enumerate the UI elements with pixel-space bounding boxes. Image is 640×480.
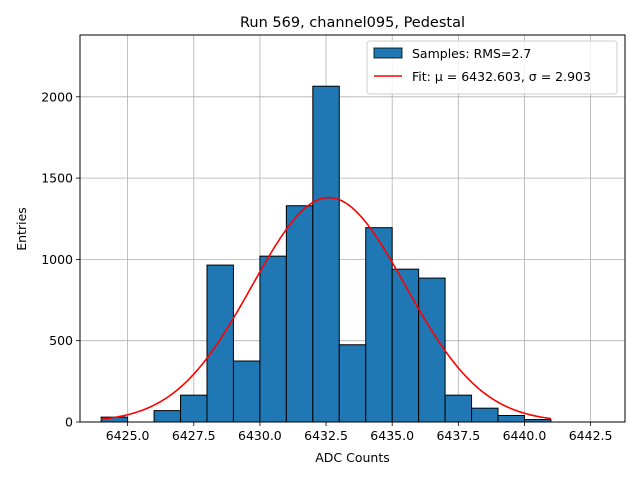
legend-entry-samples: Samples: RMS=2.7 [412,46,531,61]
histogram-bar [206,264,234,423]
x-tick-label: 6435.0 [370,428,414,443]
histogram-bar [391,268,420,423]
y-tick-label: 500 [49,333,73,348]
histogram-bar [153,410,182,423]
histogram-bar [232,360,261,423]
x-axis-ticks: 6425.0 6427.5 6430.0 6432.5 6435.0 6437.5 6440… [106,422,613,443]
x-tick-label: 6432.5 [304,428,348,443]
histogram-bar [259,255,287,423]
x-tick-label: 6425.0 [106,428,150,443]
y-tick-label: 1500 [41,171,73,186]
histogram-bar [338,344,367,423]
y-axis-ticks: 0 500 1000 1500 2000 [41,89,80,430]
legend-bar-swatch [373,47,403,59]
x-tick-label: 6430.0 [238,428,282,443]
x-tick-label: 6442.5 [569,428,613,443]
chart-title: Run 569, channel095, Pedestal [240,15,465,31]
histogram-bar [471,407,499,423]
legend: Samples: RMS=2.7 Fit: μ = 6432.603, σ = … [366,40,618,95]
histogram-bars [100,85,552,423]
legend-entry-fit: Fit: μ = 6432.603, σ = 2.903 [412,69,591,84]
histogram-bar [312,85,340,423]
histogram-bar [285,205,314,423]
x-tick-label: 6427.5 [172,428,216,443]
y-axis-label: Entries [14,207,29,251]
x-tick-label: 6440.0 [503,428,547,443]
fit-curve-group [101,196,552,421]
x-tick-label: 6437.5 [436,428,480,443]
y-tick-label: 2000 [41,89,73,104]
histogram-bar [365,227,393,423]
histogram-bar [418,277,446,423]
fit-curve [101,196,552,421]
histogram-bar [497,414,525,423]
histogram-bar [444,394,473,423]
axes-frame [79,34,626,423]
y-tick-label: 0 [65,415,73,430]
histogram-bar [180,394,208,423]
x-axis-label: ADC Counts [315,450,390,465]
y-tick-label: 1000 [41,252,73,267]
legend-box [366,40,618,95]
